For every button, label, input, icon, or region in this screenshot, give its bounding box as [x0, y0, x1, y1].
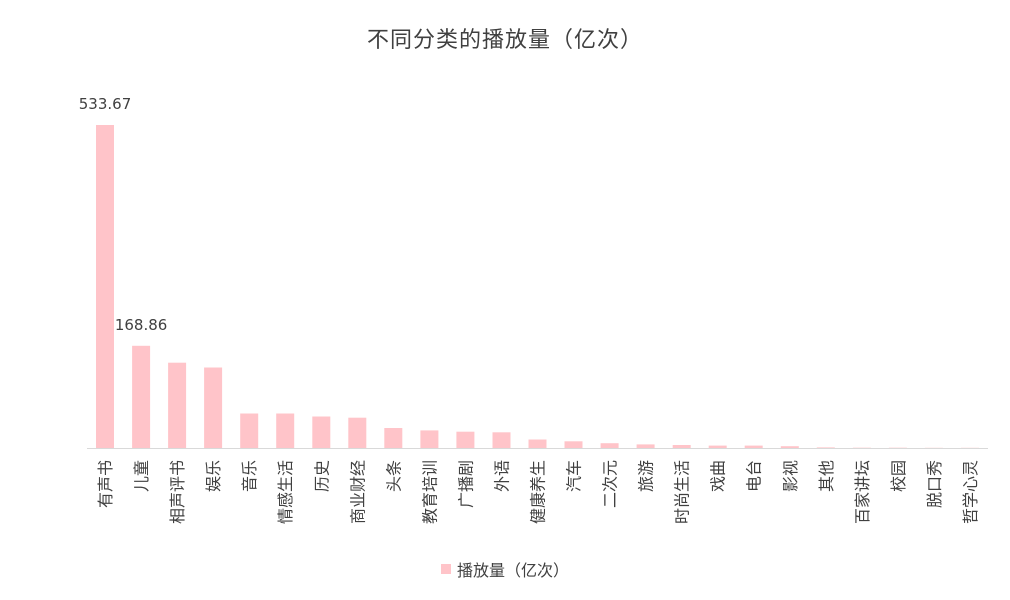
x-tick-label: 音乐	[240, 460, 259, 492]
x-tick-label: 相声评书	[168, 460, 187, 524]
x-tick-label: 影视	[781, 460, 800, 492]
x-tick-labels-group: 有声书 儿童 相声评书 娱乐 音乐 情感生活 历史 商业财经 头条 教育培训 广播剧 外语 健康养生 汽车…	[96, 460, 980, 524]
legend-swatch	[440, 564, 451, 574]
bars-group	[96, 125, 979, 448]
x-tick-label: 脱口秀	[925, 460, 944, 508]
bar-有声书	[96, 125, 114, 448]
x-tick-label: 其他	[817, 460, 836, 492]
x-tick-label: 二次元	[601, 460, 620, 508]
bar-情感生活	[276, 413, 295, 448]
bar-电台	[744, 445, 763, 448]
bar-广播剧	[456, 431, 475, 448]
bar-影视	[780, 446, 799, 448]
x-tick-label: 娱乐	[204, 460, 223, 492]
data-label: 533.67	[79, 95, 132, 113]
x-tick-label: 校园	[889, 460, 908, 492]
x-tick-label: 百家讲坛	[853, 460, 872, 524]
x-tick-label: 哲学心灵	[961, 460, 980, 524]
bar-健康养生	[528, 439, 547, 448]
x-tick-label: 有声书	[96, 460, 115, 508]
bar-二次元	[600, 443, 619, 448]
bar-商业财经	[348, 417, 367, 448]
x-tick-label: 汽车	[565, 460, 584, 492]
x-tick-label: 广播剧	[456, 460, 475, 508]
x-tick-label: 时尚生活	[673, 460, 692, 524]
bar-相声评书	[168, 362, 187, 448]
bar-音乐	[240, 413, 259, 448]
x-tick-label: 教育培训	[420, 460, 439, 524]
x-tick-label: 头条	[384, 460, 403, 492]
bar-旅游	[636, 444, 655, 448]
bar-历史	[312, 416, 331, 448]
x-tick-label: 历史	[312, 460, 331, 492]
x-tick-label: 商业财经	[348, 460, 367, 524]
bar-娱乐	[204, 367, 223, 448]
bar-教育培训	[420, 430, 439, 448]
chart-title: 不同分类的播放量（亿次）	[366, 28, 643, 53]
data-label: 168.86	[115, 316, 168, 334]
bar-儿童	[132, 345, 151, 448]
bar-其他	[816, 447, 835, 448]
x-tick-label: 健康养生	[529, 460, 548, 524]
x-tick-label: 电台	[745, 460, 764, 492]
x-tick-label: 戏曲	[709, 460, 728, 492]
bar-汽车	[564, 441, 583, 448]
x-tick-label: 旅游	[637, 460, 656, 492]
legend-label: 播放量（亿次）	[456, 561, 569, 580]
x-tick-label: 外语	[493, 460, 512, 492]
legend: 播放量（亿次）	[0, 557, 1010, 581]
bar-头条	[384, 428, 403, 448]
x-tick-label: 情感生活	[276, 460, 295, 524]
data-labels-group: 533.67 168.86	[79, 95, 168, 334]
bar-戏曲	[708, 445, 727, 448]
bar-外语	[492, 432, 511, 448]
bar-时尚生活	[672, 445, 691, 448]
x-tick-label: 儿童	[132, 460, 151, 492]
